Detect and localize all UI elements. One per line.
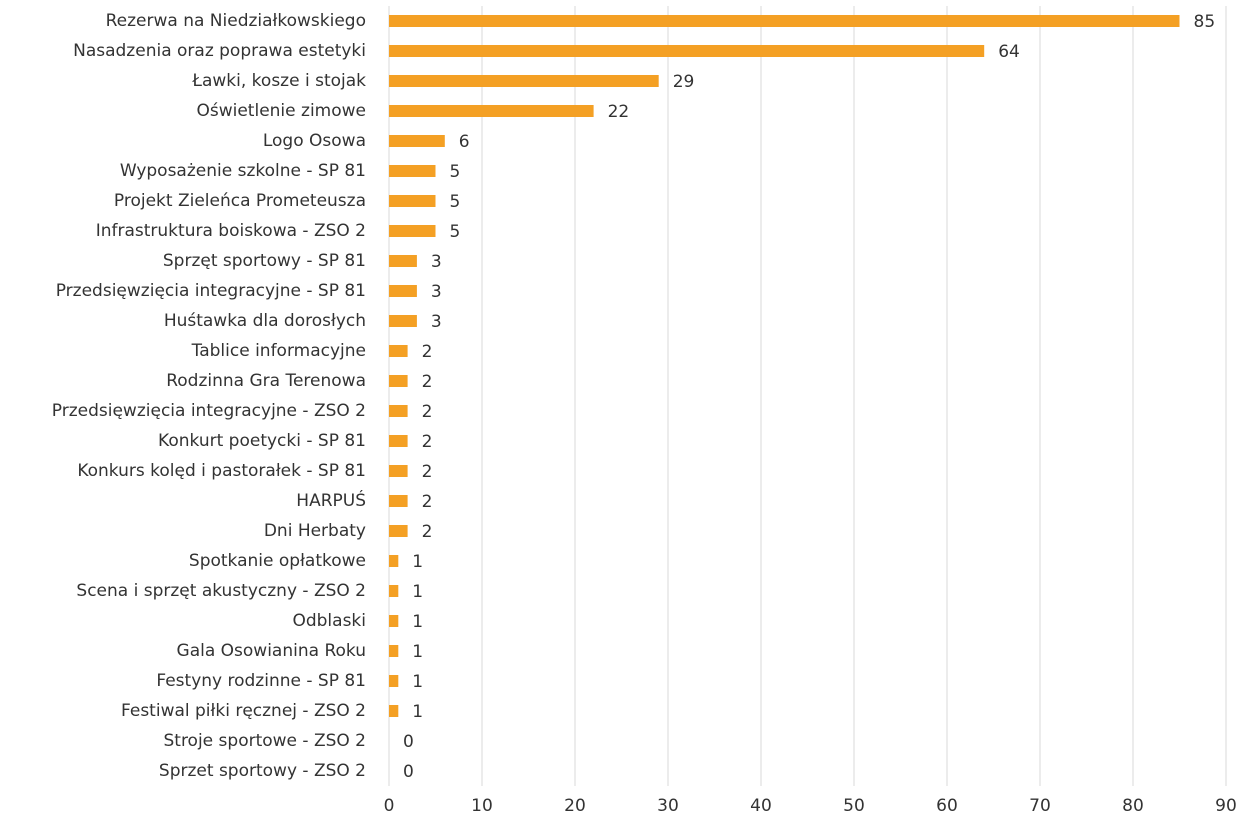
x-tick-label: 0: [384, 796, 395, 816]
data-label: 85: [1194, 12, 1216, 32]
data-label: 3: [431, 282, 442, 302]
data-label: 2: [422, 432, 433, 452]
y-tick-label: Sprzet sportowy - ZSO 2: [159, 761, 366, 781]
bar: [389, 105, 594, 117]
y-tick-label: Rodzinna Gra Terenowa: [166, 371, 366, 391]
y-tick-label: Logo Osowa: [263, 131, 366, 151]
bar: [389, 165, 436, 177]
bar: [389, 465, 408, 477]
y-tick-label: Oświetlenie zimowe: [196, 101, 366, 121]
data-label: 2: [422, 372, 433, 392]
bar: [389, 585, 399, 597]
y-tick-label: Dni Herbaty: [264, 521, 366, 541]
y-tick-label: Tablice informacyjne: [191, 341, 366, 361]
y-tick-label: Festiwal piłki ręcznej - ZSO 2: [121, 701, 366, 721]
data-label: 0: [403, 762, 414, 782]
x-tick-label: 20: [564, 796, 586, 816]
data-label: 2: [422, 492, 433, 512]
bar: [389, 705, 399, 717]
data-label: 5: [450, 222, 461, 242]
bar: [389, 405, 408, 417]
y-tick-label: Infrastruktura boiskowa - ZSO 2: [96, 221, 366, 241]
bar: [389, 375, 408, 387]
data-label: 5: [450, 162, 461, 182]
x-tick-label: 90: [1215, 796, 1237, 816]
x-tick-label: 30: [657, 796, 679, 816]
bar: [389, 195, 436, 207]
bar: [389, 675, 399, 687]
bar: [389, 15, 1180, 27]
data-label: 2: [422, 522, 433, 542]
data-label: 29: [673, 72, 695, 92]
data-label: 1: [412, 672, 423, 692]
bar: [389, 555, 399, 567]
bar: [389, 255, 417, 267]
data-label: 0: [403, 732, 414, 752]
x-tick-label: 10: [471, 796, 493, 816]
y-tick-label: Sprzęt sportowy - SP 81: [163, 251, 366, 271]
bar: [389, 525, 408, 537]
data-label: 2: [422, 342, 433, 362]
bar: [389, 345, 408, 357]
y-tick-label: Spotkanie opłatkowe: [189, 551, 366, 571]
bar: [389, 285, 417, 297]
data-label: 1: [412, 642, 423, 662]
y-tick-label: Przedsięwzięcia integracyjne - SP 81: [56, 281, 366, 301]
data-label: 5: [450, 192, 461, 212]
data-label: 1: [412, 552, 423, 572]
y-tick-label: Scena i sprzęt akustyczny - ZSO 2: [76, 581, 366, 601]
data-label: 2: [422, 462, 433, 482]
bar: [389, 225, 436, 237]
data-label: 1: [412, 582, 423, 602]
y-tick-label: Konkurs kolęd i pastorałek - SP 81: [77, 461, 366, 481]
y-tick-label: Gala Osowianina Roku: [177, 641, 366, 661]
y-tick-label: Przedsięwzięcia integracyjne - ZSO 2: [52, 401, 366, 421]
bar: [389, 135, 445, 147]
bar: [389, 435, 408, 447]
x-tick-label: 50: [843, 796, 865, 816]
data-label: 2: [422, 402, 433, 422]
x-tick-label: 60: [936, 796, 958, 816]
y-tick-label: Stroje sportowe - ZSO 2: [163, 731, 366, 751]
y-tick-label: Rezerwa na Niedziałkowskiego: [106, 11, 366, 31]
data-label: 1: [412, 702, 423, 722]
y-tick-label: Festyny rodzinne - SP 81: [156, 671, 366, 691]
data-label: 3: [431, 312, 442, 332]
bar: [389, 45, 985, 57]
y-tick-label: Projekt Zieleńca Prometeusza: [114, 191, 366, 211]
bar: [389, 495, 408, 507]
y-tick-label: Konkurt poetycki - SP 81: [158, 431, 366, 451]
y-tick-label: Odblaski: [292, 611, 366, 631]
x-tick-label: 80: [1122, 796, 1144, 816]
y-tick-label: HARPUŚ: [296, 489, 366, 511]
bar: [389, 315, 417, 327]
data-label: 64: [998, 42, 1020, 62]
bar: [389, 645, 399, 657]
x-tick-label: 70: [1029, 796, 1051, 816]
y-tick-label: Nasadzenia oraz poprawa estetyki: [73, 41, 366, 61]
bar: [389, 615, 399, 627]
data-label: 22: [608, 102, 630, 122]
x-tick-label: 40: [750, 796, 772, 816]
bar: [389, 75, 659, 87]
data-label: 3: [431, 252, 442, 272]
y-tick-label: Ławki, kosze i stojak: [191, 71, 366, 91]
y-tick-label: Huśtawka dla dorosłych: [164, 311, 366, 331]
y-tick-label: Wyposażenie szkolne - SP 81: [120, 161, 366, 181]
data-label: 1: [412, 612, 423, 632]
data-label: 6: [459, 132, 470, 152]
